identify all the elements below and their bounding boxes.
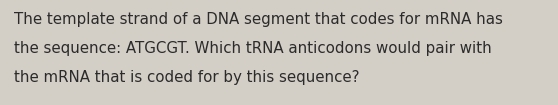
Text: the mRNA that is coded for by this sequence?: the mRNA that is coded for by this seque… bbox=[14, 70, 359, 85]
Text: The template strand of a DNA segment that codes for mRNA has: The template strand of a DNA segment tha… bbox=[14, 12, 503, 27]
Text: the sequence: ATGCGT. Which tRNA anticodons would pair with: the sequence: ATGCGT. Which tRNA anticod… bbox=[14, 41, 492, 56]
